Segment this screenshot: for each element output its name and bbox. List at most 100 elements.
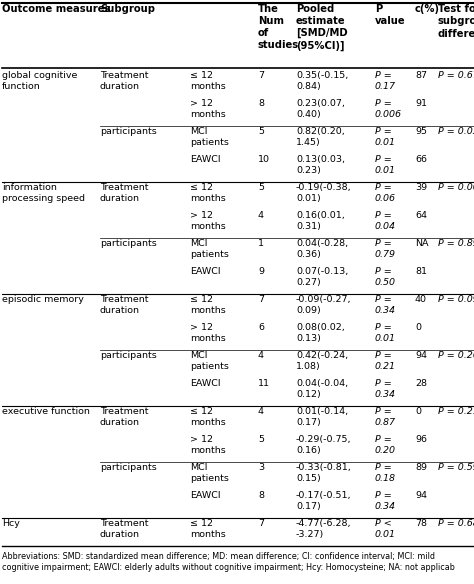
Text: -0.09(-0.27,
0.09): -0.09(-0.27, 0.09) [296, 295, 352, 315]
Text: P = 0.09: P = 0.09 [438, 295, 474, 304]
Text: P <
0.01: P < 0.01 [375, 519, 396, 539]
Text: -4.77(-6.28,
-3.27): -4.77(-6.28, -3.27) [296, 519, 352, 539]
Text: P =
0.17: P = 0.17 [375, 71, 396, 91]
Text: [SMD/MD
(95%CI)]: [SMD/MD (95%CI)] [296, 28, 347, 51]
Text: ≤ 12
months: ≤ 12 months [190, 519, 226, 539]
Text: 0.42(-0.24,
1.08): 0.42(-0.24, 1.08) [296, 351, 348, 371]
Text: P
value: P value [375, 4, 406, 26]
Text: 11: 11 [258, 379, 270, 388]
Text: Treatment
duration: Treatment duration [100, 519, 148, 539]
Text: 0.04(-0.28,
0.36): 0.04(-0.28, 0.36) [296, 239, 348, 259]
Text: P = 0.03*: P = 0.03* [438, 127, 474, 136]
Text: 0.35(-0.15,
0.84): 0.35(-0.15, 0.84) [296, 71, 348, 91]
Text: Treatment
duration: Treatment duration [100, 407, 148, 427]
Text: The
Num: The Num [258, 4, 284, 26]
Text: 4: 4 [258, 407, 264, 416]
Text: -0.19(-0.38,
0.01): -0.19(-0.38, 0.01) [296, 183, 352, 203]
Text: P = 0.89: P = 0.89 [438, 239, 474, 248]
Text: 0: 0 [415, 323, 421, 332]
Text: 89: 89 [415, 463, 427, 472]
Text: EAWCI: EAWCI [190, 155, 220, 164]
Text: Abbreviations: SMD: standardized mean difference; MD: mean difference; CI: confi: Abbreviations: SMD: standardized mean di… [2, 552, 455, 572]
Text: P =
0.01: P = 0.01 [375, 127, 396, 147]
Text: 0.04(-0.04,
0.12): 0.04(-0.04, 0.12) [296, 379, 348, 399]
Text: 0.07(-0.13,
0.27): 0.07(-0.13, 0.27) [296, 267, 348, 287]
Text: Treatment
duration: Treatment duration [100, 295, 148, 315]
Text: 0.23(0.07,
0.40): 0.23(0.07, 0.40) [296, 99, 345, 119]
Text: P = 0.007*: P = 0.007* [438, 183, 474, 192]
Text: ≤ 12
months: ≤ 12 months [190, 71, 226, 91]
Text: 78: 78 [415, 519, 427, 528]
Text: > 12
months: > 12 months [190, 99, 226, 119]
Text: -0.33(-0.81,
0.15): -0.33(-0.81, 0.15) [296, 463, 352, 483]
Text: P =
0.01: P = 0.01 [375, 155, 396, 175]
Text: Treatment
duration: Treatment duration [100, 183, 148, 203]
Text: Hcy: Hcy [2, 519, 20, 528]
Text: ≤ 12
months: ≤ 12 months [190, 295, 226, 315]
Text: 0.01(-0.14,
0.17): 0.01(-0.14, 0.17) [296, 407, 348, 427]
Text: P =
0.87: P = 0.87 [375, 407, 396, 427]
Text: 8: 8 [258, 99, 264, 108]
Text: P =
0.34: P = 0.34 [375, 379, 396, 399]
Text: -0.29(-0.75,
0.16): -0.29(-0.75, 0.16) [296, 435, 352, 455]
Text: P =
0.01: P = 0.01 [375, 323, 396, 343]
Text: Subgroup: Subgroup [100, 4, 155, 14]
Text: 4: 4 [258, 351, 264, 360]
Text: participants: participants [100, 463, 157, 472]
Text: 81: 81 [415, 267, 427, 276]
Text: ≤ 12
months: ≤ 12 months [190, 407, 226, 427]
Text: 1: 1 [258, 239, 264, 248]
Text: 9: 9 [258, 267, 264, 276]
Text: 0: 0 [415, 407, 421, 416]
Text: P =
0.34: P = 0.34 [375, 491, 396, 511]
Text: > 12
months: > 12 months [190, 211, 226, 231]
Text: > 12
months: > 12 months [190, 323, 226, 343]
Text: 95: 95 [415, 127, 427, 136]
Text: 0.08(0.02,
0.13): 0.08(0.02, 0.13) [296, 323, 345, 343]
Text: P =
0.06: P = 0.06 [375, 183, 396, 203]
Text: 94: 94 [415, 351, 427, 360]
Text: 7: 7 [258, 295, 264, 304]
Text: 10: 10 [258, 155, 270, 164]
Text: 39: 39 [415, 183, 427, 192]
Text: global cognitive
function: global cognitive function [2, 71, 77, 91]
Text: episodic memory: episodic memory [2, 295, 84, 304]
Text: P =
0.18: P = 0.18 [375, 463, 396, 483]
Text: EAWCI: EAWCI [190, 267, 220, 276]
Text: 96: 96 [415, 435, 427, 444]
Text: 40: 40 [415, 295, 427, 304]
Text: 0.16(0.01,
0.31): 0.16(0.01, 0.31) [296, 211, 345, 231]
Text: MCI
patients: MCI patients [190, 239, 229, 259]
Text: 6: 6 [258, 323, 264, 332]
Text: > 12
months: > 12 months [190, 435, 226, 455]
Text: 5: 5 [258, 127, 264, 136]
Text: 4: 4 [258, 211, 264, 220]
Text: 0.13(0.03,
0.23): 0.13(0.03, 0.23) [296, 155, 345, 175]
Text: P =
0.04: P = 0.04 [375, 211, 396, 231]
Text: 64: 64 [415, 211, 427, 220]
Text: P = 0.21: P = 0.21 [438, 407, 474, 416]
Text: EAWCI: EAWCI [190, 379, 220, 388]
Text: 3: 3 [258, 463, 264, 472]
Text: 0.82(0.20,
1.45): 0.82(0.20, 1.45) [296, 127, 345, 147]
Text: P =
0.50: P = 0.50 [375, 267, 396, 287]
Text: P = 0.68: P = 0.68 [438, 519, 474, 528]
Text: P = 0.67: P = 0.67 [438, 71, 474, 80]
Text: P =
0.20: P = 0.20 [375, 435, 396, 455]
Text: ≤ 12
months: ≤ 12 months [190, 183, 226, 203]
Text: MCI
patients: MCI patients [190, 127, 229, 147]
Text: 91: 91 [415, 99, 427, 108]
Text: Test for
subgroup
differences: Test for subgroup differences [438, 4, 474, 39]
Text: information
processing speed: information processing speed [2, 183, 85, 203]
Text: P =
0.79: P = 0.79 [375, 239, 396, 259]
Text: participants: participants [100, 239, 157, 248]
Text: 66: 66 [415, 155, 427, 164]
Text: of
studies: of studies [258, 28, 299, 50]
Text: 7: 7 [258, 519, 264, 528]
Text: P = 0.26: P = 0.26 [438, 351, 474, 360]
Text: P =
0.21: P = 0.21 [375, 351, 396, 371]
Text: EAWCI: EAWCI [190, 491, 220, 500]
Text: Pooled
estimate: Pooled estimate [296, 4, 346, 26]
Text: executive function: executive function [2, 407, 90, 416]
Text: P = 0.59: P = 0.59 [438, 463, 474, 472]
